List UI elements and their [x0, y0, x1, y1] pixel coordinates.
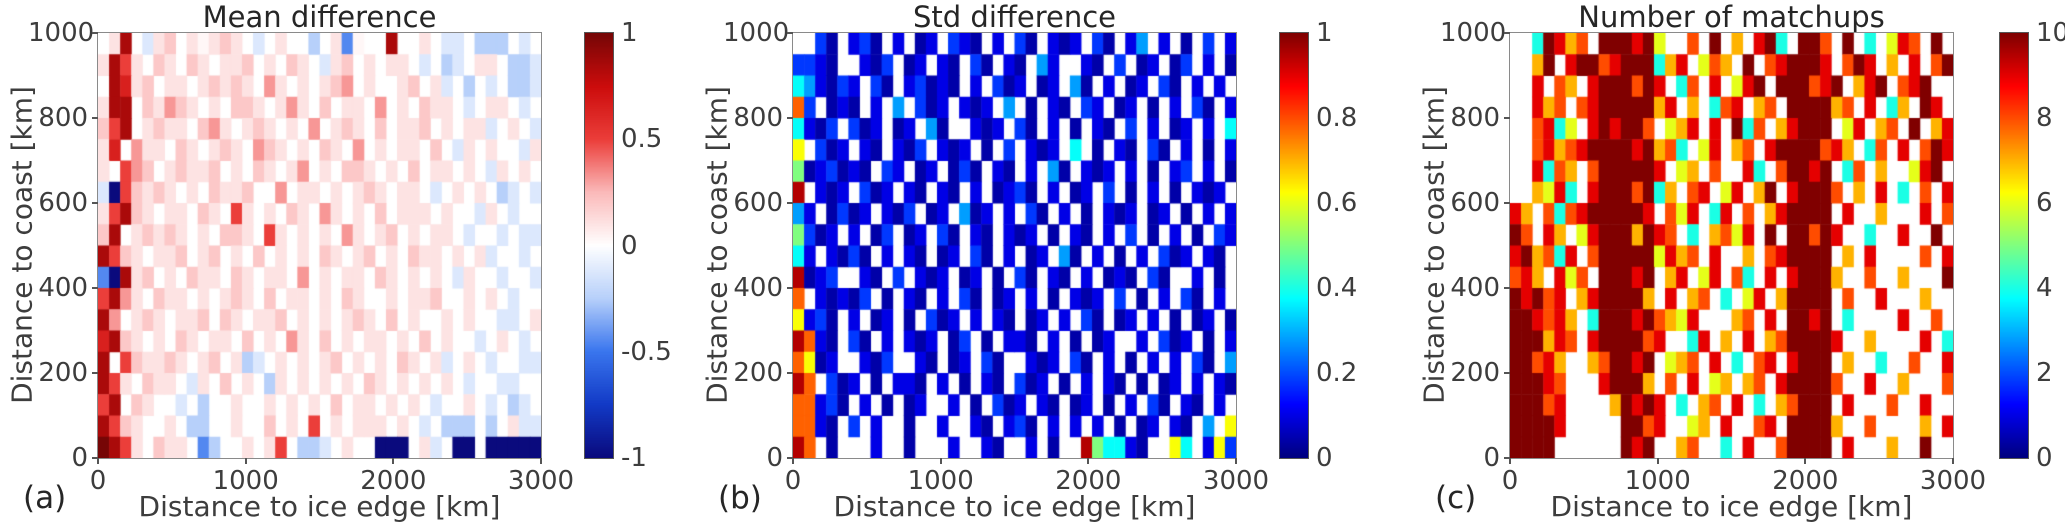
y-tick-label: 800	[1450, 103, 1500, 133]
y-tick-mark	[92, 117, 98, 119]
y-tick-label: 200	[38, 358, 88, 388]
colorbar-tick-label: -1	[621, 443, 647, 473]
x-tick-mark	[792, 458, 794, 464]
panel-c-y-axis-label: Distance to coast [km]	[1417, 86, 1451, 404]
panel-b-colorbar	[1279, 32, 1309, 459]
x-tick-label: 0	[784, 466, 802, 496]
x-tick-label: 0	[1501, 466, 1519, 496]
x-tick-mark	[1656, 458, 1659, 464]
x-tick-mark	[1509, 458, 1511, 464]
y-tick-mark	[1504, 287, 1510, 289]
colorbar-tick-label: 0	[1316, 443, 1333, 473]
colorbar-tick-label: 0.2	[1316, 358, 1358, 388]
panel-b-x-axis-label: Distance to ice edge [km]	[833, 490, 1196, 523]
colorbar-tick-label: 10	[2036, 18, 2065, 48]
y-tick-mark	[92, 372, 98, 374]
y-tick-label: 800	[733, 103, 783, 133]
y-tick-mark	[787, 32, 793, 34]
y-tick-mark	[1504, 32, 1510, 34]
y-tick-mark	[787, 117, 793, 119]
panel-c-x-axis-label: Distance to ice edge [km]	[1550, 490, 1913, 523]
y-tick-label: 0	[1483, 443, 1500, 473]
colorbar-tick-label: 0.8	[1316, 103, 1358, 133]
y-tick-mark	[787, 372, 793, 374]
colorbar-tick-label: 1	[621, 18, 638, 48]
panel-c-letter: (c)	[1435, 480, 1477, 516]
y-tick-mark	[787, 287, 793, 289]
y-tick-mark	[92, 202, 98, 204]
colorbar-tick-label: 2	[2036, 358, 2053, 388]
colorbar-tick-label: 6	[2036, 188, 2053, 218]
y-tick-label: 200	[1450, 358, 1500, 388]
x-tick-mark	[939, 458, 942, 464]
panel-c-title: Number of matchups	[1578, 0, 1885, 34]
x-tick-mark	[97, 458, 99, 464]
x-tick-label: 2000	[360, 466, 427, 496]
x-tick-label: 3000	[1919, 466, 1987, 496]
y-tick-label: 1000	[723, 18, 790, 48]
panel-a-colorbar	[584, 32, 614, 459]
y-tick-label: 400	[38, 273, 88, 303]
colorbar-tick-label: 0.5	[621, 124, 663, 155]
y-tick-label: 1000	[28, 18, 95, 48]
y-tick-label: 1000	[1440, 18, 1507, 48]
x-tick-label: 3000	[507, 466, 575, 496]
colorbar-tick-label: 4	[2036, 273, 2053, 303]
y-tick-mark	[1504, 372, 1510, 374]
panel-b-y-axis-label: Distance to coast [km]	[700, 86, 734, 404]
y-tick-mark	[1504, 117, 1510, 119]
y-tick-mark	[1504, 457, 1510, 459]
x-tick-mark	[244, 458, 247, 464]
y-tick-mark	[92, 457, 98, 459]
colorbar-tick-label: 0	[621, 230, 638, 261]
x-tick-mark	[1804, 458, 1807, 464]
x-tick-mark	[1087, 458, 1090, 464]
y-tick-label: 600	[733, 188, 783, 218]
panel-a-x-axis-label: Distance to ice edge [km]	[138, 490, 501, 523]
y-tick-label: 800	[38, 103, 88, 133]
panel-b-title: Std difference	[913, 0, 1116, 34]
y-tick-mark	[787, 202, 793, 204]
y-tick-mark	[92, 287, 98, 289]
x-tick-label: 1000	[212, 466, 279, 496]
panel-c-colorbar	[1999, 32, 2029, 459]
x-tick-label: 2000	[1055, 466, 1122, 496]
y-tick-label: 600	[1450, 188, 1500, 218]
y-tick-mark	[1504, 202, 1510, 204]
y-tick-label: 600	[38, 188, 88, 218]
panel-a-letter: (a)	[23, 480, 67, 516]
y-tick-label: 0	[766, 443, 783, 473]
colorbar-tick-label: 8	[2036, 103, 2053, 133]
colorbar-tick-label: 0.4	[1316, 273, 1358, 303]
colorbar-tick-label: -0.5	[621, 336, 672, 367]
x-tick-mark	[540, 458, 542, 464]
panel-a-y-axis-label: Distance to coast [km]	[5, 86, 39, 404]
panel-c-heatmap	[1509, 32, 1954, 459]
x-tick-label: 0	[89, 466, 107, 496]
x-tick-label: 2000	[1772, 466, 1839, 496]
y-tick-label: 400	[1450, 273, 1500, 303]
x-tick-label: 1000	[907, 466, 974, 496]
panel-a-heatmap	[97, 32, 542, 459]
y-tick-label: 200	[733, 358, 783, 388]
colorbar-tick-label: 0	[2036, 443, 2053, 473]
panel-a-title: Mean difference	[202, 0, 437, 34]
y-tick-mark	[92, 32, 98, 34]
x-tick-mark	[1952, 458, 1954, 464]
x-tick-label: 3000	[1202, 466, 1270, 496]
x-tick-mark	[392, 458, 395, 464]
y-tick-mark	[787, 457, 793, 459]
y-tick-label: 0	[71, 443, 88, 473]
panel-b-letter: (b)	[718, 480, 762, 516]
colorbar-tick-label: 1	[1316, 18, 1333, 48]
x-tick-mark	[1235, 458, 1237, 464]
colorbar-tick-label: 0.6	[1316, 188, 1358, 218]
panel-b-heatmap	[792, 32, 1237, 459]
x-tick-label: 1000	[1624, 466, 1691, 496]
y-tick-label: 400	[733, 273, 783, 303]
